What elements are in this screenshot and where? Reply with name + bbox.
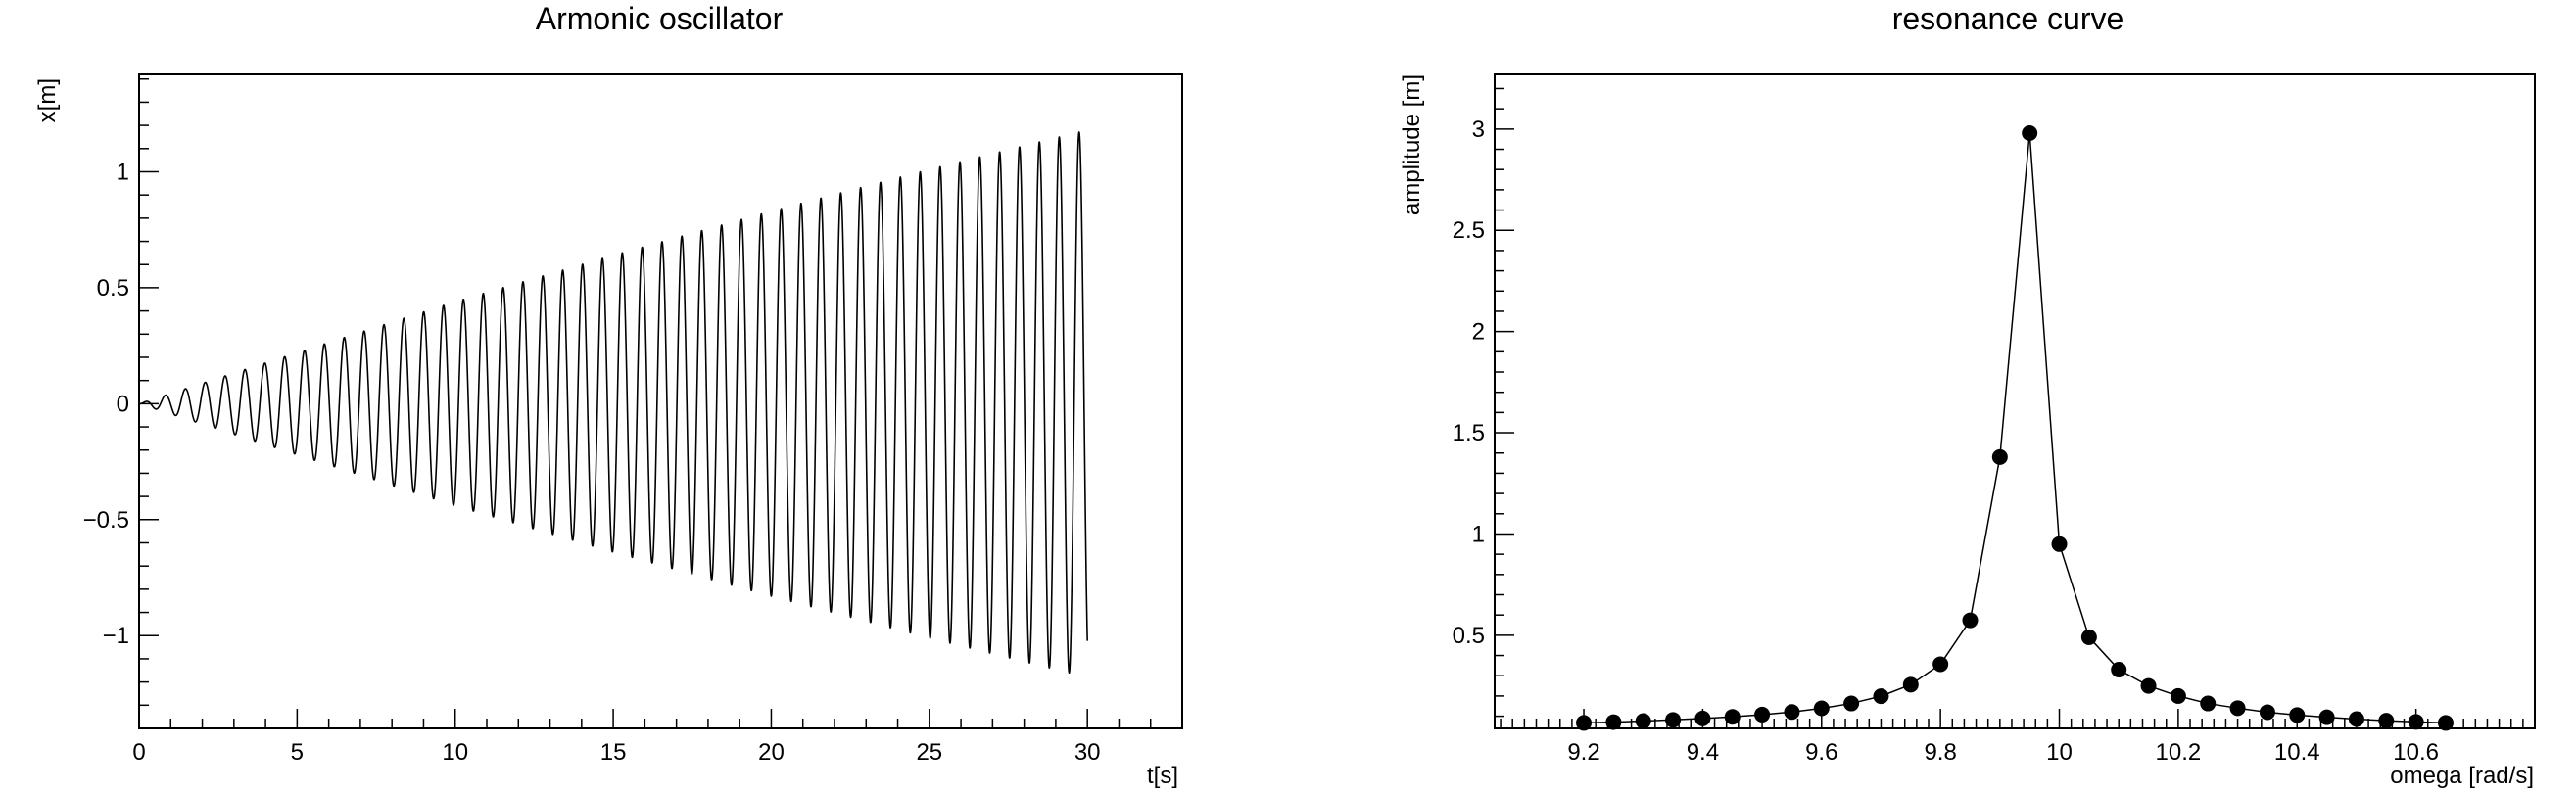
resonance-ylabel: amplitude [m] — [1399, 74, 1425, 215]
resonance-point — [2348, 711, 2364, 727]
resonance-point — [2140, 677, 2157, 694]
resonance-ticks — [1495, 87, 2536, 728]
resonance-point — [2080, 629, 2097, 645]
resonance-point — [2289, 707, 2306, 723]
resonance-point — [2259, 704, 2275, 721]
oscillator-ytick-labels: −1 −0.5 0 0.5 1 — [83, 159, 129, 649]
resonance-point — [1843, 695, 1860, 712]
resonance-point — [2051, 536, 2068, 552]
resonance-point — [1784, 704, 1800, 721]
resonance-point — [2378, 713, 2395, 729]
resonance-point — [1605, 714, 1622, 730]
resonance-point — [1932, 656, 1949, 673]
resonance-point — [1754, 706, 1771, 723]
resonance-point — [2111, 662, 2127, 678]
resonance-ytick-labels: 0.5 1 1.5 2 2.5 3 — [1453, 117, 1485, 649]
resonance-point — [1665, 712, 1682, 728]
oscillator-ylabel: x[m] — [34, 78, 61, 122]
resonance-point — [2408, 714, 2424, 730]
osc-ytick-label: −1 — [103, 623, 129, 649]
res-ytick-label: 1 — [1472, 521, 1485, 547]
resonance-point — [1813, 700, 1830, 717]
resonance-point — [1576, 715, 1593, 731]
resonance-point — [1873, 688, 1889, 705]
res-ytick-label: 2.5 — [1453, 217, 1485, 244]
oscillator-ticks — [138, 77, 1183, 729]
resonance-point — [1962, 612, 1979, 629]
res-xtick-label: 9.4 — [1687, 739, 1719, 766]
res-ytick-label: 0.5 — [1453, 623, 1485, 649]
resonance-point — [2022, 124, 2038, 141]
osc-xtick-label: 10 — [442, 739, 468, 766]
res-xtick-label: 10.2 — [2156, 739, 2202, 766]
osc-xtick-label: 30 — [1074, 739, 1101, 766]
osc-ytick-label: 1 — [117, 159, 129, 185]
resonance-point — [1991, 448, 2008, 465]
oscillator-panel: Armonic oscillator 0 5 10 15 20 25 30 −1−0.500… — [34, 1, 1183, 789]
res-xtick-label: 10.6 — [2393, 739, 2439, 766]
osc-xtick-label: 20 — [758, 739, 785, 766]
osc-ytick-label: −0.5 — [83, 507, 129, 534]
resonance-points — [1576, 124, 2454, 731]
res-ytick-label: 3 — [1472, 117, 1485, 143]
osc-xtick-label: 15 — [600, 739, 627, 766]
res-xtick-label: 10 — [2046, 739, 2073, 766]
oscillator-plot-frame — [138, 73, 1183, 729]
resonance-title: resonance curve — [1892, 1, 2124, 36]
resonance-point — [1902, 676, 1919, 693]
resonance-point — [2200, 695, 2217, 712]
resonance-plot-frame — [1494, 73, 2536, 729]
oscillator-xtick-labels: 0 5 10 15 20 25 30 — [132, 739, 1100, 766]
osc-xtick-label: 0 — [132, 739, 145, 766]
res-xtick-label: 10.4 — [2274, 739, 2320, 766]
res-ytick-label: 2 — [1472, 319, 1485, 346]
resonance-point — [2437, 715, 2454, 731]
osc-ytick-label: 0 — [117, 391, 129, 417]
resonance-point — [1635, 713, 1651, 729]
oscillator-trace — [138, 131, 1088, 675]
oscillator-xlabel: t[s] — [1147, 763, 1178, 789]
osc-ytick-label: 0.5 — [97, 275, 129, 302]
res-ytick-label: 1.5 — [1453, 420, 1485, 446]
resonance-panel: resonance curve 9.2 9.4 9.6 9.8 10 10.2 10.4 10… — [1399, 1, 2536, 789]
resonance-point — [1724, 709, 1741, 725]
res-xtick-label: 9.6 — [1805, 739, 1837, 766]
res-xtick-label: 9.2 — [1567, 739, 1599, 766]
resonance-point — [2229, 700, 2246, 717]
oscillator-title: Armonic oscillator — [536, 1, 784, 36]
osc-xtick-label: 25 — [916, 739, 942, 766]
res-xtick-label: 9.8 — [1924, 739, 1956, 766]
resonance-connecting-line — [1584, 132, 2446, 724]
osc-xtick-label: 5 — [291, 739, 304, 766]
resonance-xtick-labels: 9.2 9.4 9.6 9.8 10 10.2 10.4 10.6 — [1567, 739, 2439, 766]
resonance-point — [1694, 710, 1711, 726]
resonance-xlabel: omega [rad/s] — [2390, 763, 2534, 789]
resonance-point — [2318, 709, 2335, 725]
resonance-point — [2170, 687, 2186, 704]
